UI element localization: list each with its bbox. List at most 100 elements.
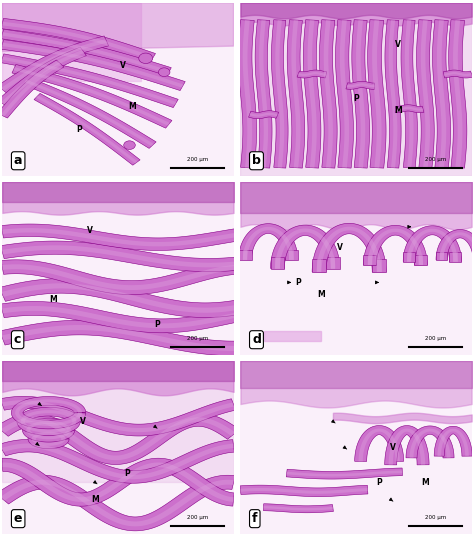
Polygon shape (2, 3, 234, 177)
Polygon shape (255, 20, 272, 168)
Polygon shape (238, 224, 298, 260)
Polygon shape (1, 444, 234, 479)
Text: c: c (14, 333, 21, 346)
Text: M: M (128, 103, 136, 111)
Polygon shape (271, 257, 284, 268)
Circle shape (158, 68, 170, 77)
Polygon shape (0, 480, 234, 526)
Text: e: e (14, 512, 22, 525)
Polygon shape (0, 279, 283, 317)
Polygon shape (312, 259, 326, 272)
Polygon shape (0, 301, 281, 333)
Polygon shape (298, 72, 326, 76)
Polygon shape (264, 331, 321, 342)
Polygon shape (0, 60, 64, 118)
Polygon shape (358, 429, 400, 461)
Polygon shape (453, 252, 457, 262)
Text: P: P (76, 125, 82, 134)
Polygon shape (1, 54, 178, 107)
Polygon shape (1, 18, 155, 63)
Polygon shape (419, 255, 423, 265)
Polygon shape (1, 29, 171, 77)
Text: V: V (119, 61, 126, 70)
Polygon shape (0, 396, 236, 436)
Polygon shape (434, 426, 472, 456)
Circle shape (124, 141, 135, 149)
Polygon shape (2, 458, 234, 506)
Text: 200 μm: 200 μm (425, 157, 447, 162)
Text: a: a (14, 154, 22, 167)
Polygon shape (2, 264, 281, 290)
Polygon shape (2, 360, 234, 482)
Polygon shape (346, 81, 374, 89)
Polygon shape (17, 408, 80, 436)
Text: f: f (252, 512, 257, 525)
Polygon shape (285, 250, 298, 260)
Polygon shape (0, 439, 234, 483)
Polygon shape (287, 470, 402, 476)
Polygon shape (264, 504, 333, 513)
Polygon shape (312, 223, 386, 272)
Text: M: M (318, 290, 325, 299)
Polygon shape (385, 426, 429, 465)
Polygon shape (389, 20, 397, 168)
Polygon shape (12, 64, 172, 128)
Text: 200 μm: 200 μm (425, 514, 447, 520)
Polygon shape (2, 462, 234, 502)
Polygon shape (292, 20, 301, 168)
Polygon shape (240, 3, 472, 177)
Polygon shape (2, 3, 234, 52)
Text: 200 μm: 200 μm (187, 336, 209, 340)
Polygon shape (23, 418, 75, 442)
Text: M: M (394, 106, 401, 115)
Text: 200 μm: 200 μm (187, 514, 209, 520)
Text: 200 μm: 200 μm (425, 336, 447, 340)
Polygon shape (240, 360, 472, 534)
Polygon shape (264, 506, 333, 511)
Polygon shape (326, 257, 340, 268)
Text: d: d (252, 333, 261, 346)
Text: b: b (252, 154, 261, 167)
Polygon shape (324, 20, 333, 168)
Polygon shape (377, 259, 382, 272)
Polygon shape (271, 225, 340, 268)
Polygon shape (368, 229, 423, 265)
Polygon shape (389, 429, 425, 465)
Polygon shape (364, 255, 376, 265)
Polygon shape (289, 250, 293, 260)
Polygon shape (275, 228, 336, 268)
Polygon shape (28, 429, 69, 448)
Polygon shape (436, 230, 474, 260)
Polygon shape (352, 20, 370, 168)
Polygon shape (346, 83, 374, 88)
Text: V: V (395, 40, 401, 49)
Polygon shape (0, 62, 62, 117)
Polygon shape (449, 20, 467, 168)
Text: P: P (376, 478, 382, 487)
Polygon shape (440, 233, 474, 260)
Polygon shape (368, 255, 372, 265)
Polygon shape (2, 306, 280, 328)
Polygon shape (243, 20, 252, 168)
Text: V: V (390, 443, 396, 452)
Polygon shape (238, 20, 256, 168)
Polygon shape (0, 320, 282, 355)
Polygon shape (240, 182, 472, 355)
Polygon shape (13, 67, 170, 126)
Polygon shape (405, 20, 414, 168)
Polygon shape (414, 255, 427, 265)
Polygon shape (473, 252, 474, 260)
Polygon shape (297, 70, 327, 78)
Polygon shape (275, 257, 280, 268)
Text: V: V (80, 417, 86, 426)
Polygon shape (2, 57, 177, 105)
Polygon shape (1, 39, 107, 91)
Polygon shape (2, 32, 170, 74)
Polygon shape (303, 20, 321, 168)
Polygon shape (36, 96, 138, 163)
Polygon shape (249, 113, 278, 117)
Polygon shape (356, 20, 365, 168)
Polygon shape (336, 20, 354, 168)
Circle shape (139, 53, 153, 63)
Polygon shape (453, 20, 463, 168)
